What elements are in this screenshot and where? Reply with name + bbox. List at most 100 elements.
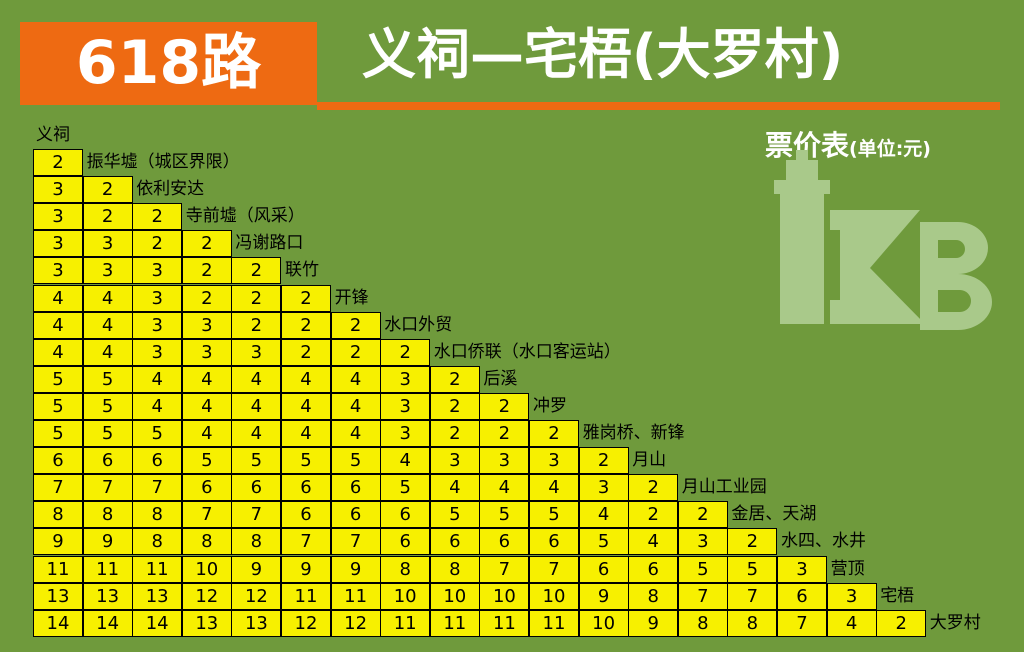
fare-cell: 4 <box>281 420 331 447</box>
fare-cell: 5 <box>82 392 133 420</box>
fare-cell: 10 <box>181 555 232 583</box>
fare-cell: 6 <box>429 528 480 556</box>
fare-cell: 2 <box>330 338 381 366</box>
fare-cell: 2 <box>876 609 927 637</box>
fare-cell: 8 <box>132 528 183 556</box>
fare-cell: 12 <box>330 609 381 637</box>
fare-cell: 4 <box>330 365 381 393</box>
fare-cell: 5 <box>330 447 381 475</box>
fare-cell: 5 <box>727 555 778 583</box>
fare-cell: 12 <box>231 582 282 610</box>
stop-label: 冯谢路口 <box>235 233 304 254</box>
stop-label: 义祠 <box>36 125 70 145</box>
fare-cell: 7 <box>529 555 579 583</box>
fare-cell: 12 <box>181 582 232 610</box>
fare-cell: 2 <box>181 284 232 312</box>
fare-cell: 3 <box>33 257 83 285</box>
fare-cell: 5 <box>380 474 431 502</box>
fare-cell: 8 <box>727 609 778 637</box>
fare-cell: 7 <box>727 582 778 610</box>
fare-cell: 6 <box>628 555 679 583</box>
fare-cell: 3 <box>380 392 431 420</box>
fare-cell: 2 <box>82 176 133 204</box>
fare-cell: 2 <box>181 230 232 258</box>
fare-cell: 10 <box>578 609 629 637</box>
fare-cell: 3 <box>826 582 877 610</box>
fare-cell: 7 <box>181 501 232 529</box>
fare-cell: 6 <box>578 555 629 583</box>
fare-cell: 6 <box>281 501 331 529</box>
fare-cell: 4 <box>33 338 83 366</box>
fare-cell: 9 <box>281 555 331 583</box>
fare-cell: 13 <box>82 582 133 610</box>
fare-cell: 3 <box>380 365 431 393</box>
stop-label: 雅岗桥、新锋 <box>582 423 685 443</box>
fare-cell: 3 <box>132 257 183 285</box>
fare-cell: 6 <box>529 528 579 556</box>
fare-cell: 2 <box>429 392 480 420</box>
fare-cell: 4 <box>231 365 282 393</box>
fare-cell: 8 <box>380 555 431 583</box>
fare-cell: 2 <box>132 203 183 231</box>
fare-cell: 2 <box>281 338 331 366</box>
fare-cell: 3 <box>82 230 133 258</box>
fare-cell: 7 <box>33 474 83 502</box>
fare-cell: 11 <box>33 555 83 583</box>
fare-cell: 3 <box>529 447 579 475</box>
fare-cell: 10 <box>380 582 431 610</box>
fare-cell: 9 <box>628 609 679 637</box>
fare-cell: 2 <box>281 311 331 339</box>
fare-cell: 3 <box>578 474 629 502</box>
fare-cell: 4 <box>132 392 183 420</box>
fare-cell: 3 <box>33 176 83 204</box>
fare-cell: 2 <box>727 528 778 556</box>
fare-cell: 3 <box>677 528 728 556</box>
fare-cell: 2 <box>529 420 579 447</box>
fare-cell: 10 <box>479 582 530 610</box>
fare-cell: 2 <box>231 311 282 339</box>
fare-cell: 8 <box>132 501 183 529</box>
fare-cell: 7 <box>231 501 282 529</box>
fare-cell: 5 <box>33 392 83 420</box>
fare-cell: 9 <box>330 555 381 583</box>
fare-cell: 4 <box>479 474 530 502</box>
fare-cell: 5 <box>529 501 579 529</box>
fare-cell: 6 <box>82 447 133 475</box>
route-number-badge: 618路 <box>20 22 317 105</box>
fare-cell: 4 <box>82 311 133 339</box>
kb-logo <box>774 150 992 330</box>
fare-cell: 5 <box>33 420 83 447</box>
fare-cell: 4 <box>578 501 629 529</box>
fare-cell: 2 <box>231 284 282 312</box>
fare-cell: 13 <box>181 609 232 637</box>
fare-cell: 12 <box>281 609 331 637</box>
fare-cell: 4 <box>231 392 282 420</box>
fare-cell: 14 <box>82 609 133 637</box>
fare-cell: 4 <box>281 392 331 420</box>
fare-cell: 4 <box>330 392 381 420</box>
stop-label: 冲罗 <box>533 395 567 416</box>
fare-cell: 5 <box>479 501 530 529</box>
fare-cell: 11 <box>281 582 331 610</box>
stop-label: 月山 <box>632 450 667 471</box>
fare-cell: 9 <box>82 528 133 556</box>
fare-cell: 5 <box>181 447 232 475</box>
fare-cell: 7 <box>677 582 728 610</box>
fare-cell: 4 <box>380 447 431 475</box>
fare-cell: 10 <box>429 582 480 610</box>
fare-cell: 4 <box>33 284 83 312</box>
fare-cell: 3 <box>82 257 133 285</box>
fare-cell: 5 <box>33 365 83 393</box>
fare-cell: 2 <box>429 420 480 447</box>
fare-cell: 2 <box>628 474 679 502</box>
stop-label: 后溪 <box>483 368 518 389</box>
fare-cell: 6 <box>330 474 381 502</box>
fare-cell: 3 <box>132 338 183 366</box>
fare-cell: 2 <box>330 311 381 339</box>
fare-cell: 13 <box>33 582 83 610</box>
fare-cell: 11 <box>132 555 183 583</box>
fare-cell: 7 <box>479 555 530 583</box>
fare-cell: 6 <box>132 447 183 475</box>
fare-cell: 7 <box>132 474 183 502</box>
fare-cell: 8 <box>628 582 679 610</box>
